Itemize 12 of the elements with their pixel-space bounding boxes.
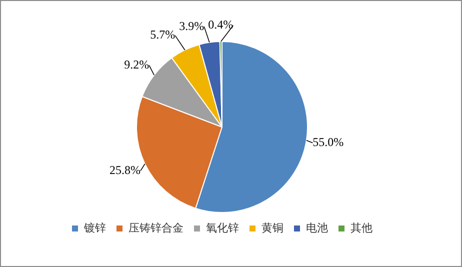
data-label: 0.4% bbox=[208, 18, 234, 32]
legend-label: 氧化锌 bbox=[206, 221, 239, 234]
data-label: 9.2% bbox=[124, 57, 150, 72]
legend-label: 黄铜 bbox=[262, 221, 284, 234]
data-label: 25.8% bbox=[110, 162, 141, 177]
legend-label: 电池 bbox=[306, 221, 328, 234]
data-label: 55.0% bbox=[312, 135, 344, 150]
legend-label: 其他 bbox=[350, 221, 372, 234]
data-label: 3.9% bbox=[179, 18, 204, 33]
legend-label: 镀锌 bbox=[83, 221, 106, 234]
legend-label: 压铸锌合金 bbox=[128, 221, 184, 234]
data-label: 5.7% bbox=[150, 28, 176, 42]
